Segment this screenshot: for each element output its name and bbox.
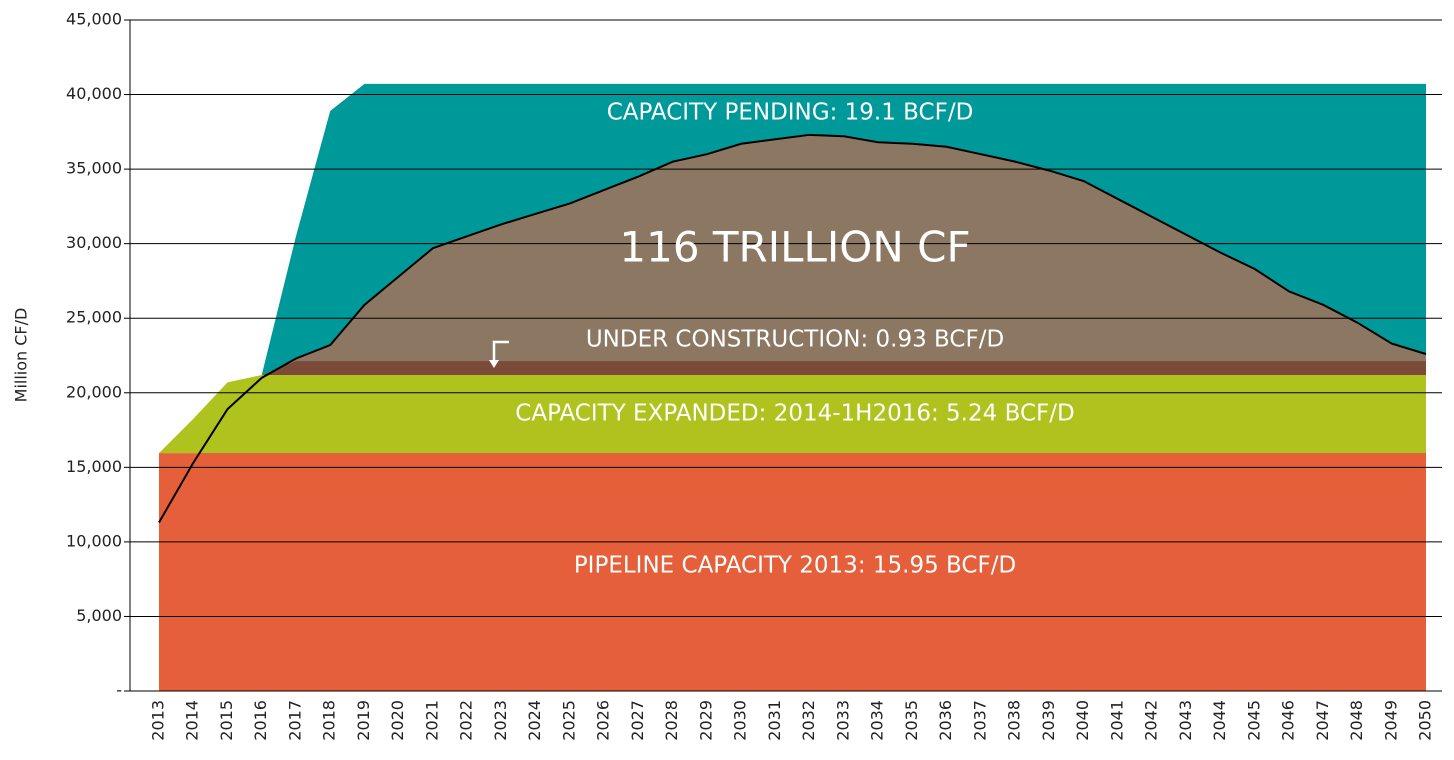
x-tick-label: 2021	[422, 700, 441, 741]
x-tick-label: 2029	[696, 700, 715, 741]
x-tick-label: 2035	[902, 700, 921, 741]
y-tick-label: 10,000	[66, 531, 122, 550]
x-tick-label: 2014	[183, 700, 202, 741]
arrow-head	[489, 360, 499, 368]
x-tick-label: 2030	[731, 700, 750, 741]
x-tick-label: 2019	[354, 700, 373, 741]
x-tick-label: 2040	[1073, 700, 1092, 741]
area-label: CAPACITY EXPANDED: 2014-1H2016: 5.24 BCF…	[515, 401, 1074, 427]
area-label: 116 TRILLION CF	[619, 223, 970, 272]
area-label: UNDER CONSTRUCTION: 0.93 BCF/D	[586, 327, 1004, 353]
x-tick-label: 2017	[285, 700, 304, 741]
x-tick-label: 2023	[491, 700, 510, 741]
x-tick-label: 2027	[628, 700, 647, 741]
x-tick-label: 2018	[320, 700, 339, 741]
x-tick-label: 2044	[1210, 700, 1229, 741]
area-label: PIPELINE CAPACITY 2013: 15.95 BCF/D	[574, 553, 1016, 579]
x-tick-label: 2048	[1347, 700, 1366, 741]
x-tick-label: 2050	[1416, 700, 1435, 741]
x-tick-label: 2020	[388, 700, 407, 741]
x-tick-label: 2043	[1176, 700, 1195, 741]
y-tick-label: 15,000	[66, 457, 122, 476]
x-tick-label: 2024	[525, 700, 544, 741]
y-tick-label: 35,000	[66, 159, 122, 178]
x-tick-label: 2042	[1142, 700, 1161, 741]
y-tick-label: -	[116, 681, 122, 700]
x-tick-label: 2036	[936, 700, 955, 741]
x-tick-label: 2025	[559, 700, 578, 741]
x-tick-label: 2015	[217, 700, 236, 741]
stacked-area	[159, 453, 1426, 691]
x-tick-label: 2013	[149, 700, 168, 741]
demand-line	[158, 133, 1427, 524]
area-label: CAPACITY PENDING: 19.1 BCF/D	[607, 100, 974, 126]
x-tick-label: 2041	[1107, 700, 1126, 741]
x-tick-label: 2016	[251, 700, 270, 741]
x-tick-label: 2031	[765, 700, 784, 741]
x-tick-label: 2049	[1381, 700, 1400, 741]
x-tick-label: 2047	[1313, 700, 1332, 741]
y-tick-label: 20,000	[66, 382, 122, 401]
x-tick-label: 2026	[594, 700, 613, 741]
x-tick-label: 2022	[457, 700, 476, 741]
y-tick-label: 30,000	[66, 233, 122, 252]
y-tick-label: 25,000	[66, 308, 122, 327]
x-tick-label: 2046	[1279, 700, 1298, 741]
x-tick-label: 2038	[1005, 700, 1024, 741]
x-tick-label: 2037	[970, 700, 989, 741]
y-tick-label: 40,000	[66, 84, 122, 103]
y-tick-label: 45,000	[66, 10, 122, 29]
x-tick-label: 2032	[799, 700, 818, 741]
stacked-area	[159, 361, 1426, 454]
x-tick-label: 2034	[868, 700, 887, 741]
stacked-area	[159, 375, 1426, 454]
x-tick-label: 2045	[1244, 700, 1263, 741]
x-tick-label: 2028	[662, 700, 681, 741]
arrow	[492, 340, 509, 362]
areas	[158, 83, 1427, 691]
x-tick-label: 2039	[1039, 700, 1058, 741]
y-tick-label: 5,000	[76, 606, 122, 625]
y-axis-label: Million CF/D	[12, 308, 31, 403]
x-tick-label: 2033	[833, 700, 852, 741]
